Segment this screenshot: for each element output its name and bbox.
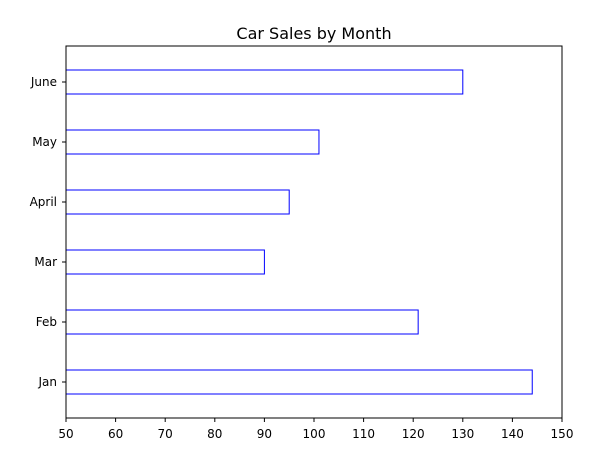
y-tick-label: May <box>32 135 57 149</box>
x-tick-label: 80 <box>207 427 222 441</box>
bar-jan <box>65 369 533 395</box>
x-tick-label: 70 <box>158 427 173 441</box>
x-tick-label: 130 <box>451 427 474 441</box>
x-tick-label: 110 <box>352 427 375 441</box>
y-tick-label: June <box>30 75 57 89</box>
bars-group <box>65 69 533 395</box>
bar-mar <box>65 249 265 275</box>
x-tick-label: 50 <box>58 427 73 441</box>
chart-title: Car Sales by Month <box>236 24 391 43</box>
x-tick-label: 140 <box>501 427 524 441</box>
x-tick-label: 150 <box>551 427 574 441</box>
y-tick-label: Jan <box>38 375 58 389</box>
plot-frame <box>65 45 563 419</box>
bar-may <box>65 129 320 155</box>
x-tick-label: 60 <box>108 427 123 441</box>
y-tick-label: April <box>30 195 57 209</box>
y-tick-label: Mar <box>34 255 57 269</box>
y-axis: Jan Feb Mar April May June <box>30 75 66 389</box>
bar-june <box>65 69 464 95</box>
x-tick-label: 100 <box>303 427 326 441</box>
y-tick-label: Feb <box>36 315 57 329</box>
x-tick-label: 90 <box>257 427 272 441</box>
bar-feb <box>65 309 419 335</box>
bar-april <box>65 189 290 215</box>
x-tick-label: 120 <box>402 427 425 441</box>
x-axis: 50 60 70 80 90 100 110 120 130 140 150 <box>58 418 573 441</box>
